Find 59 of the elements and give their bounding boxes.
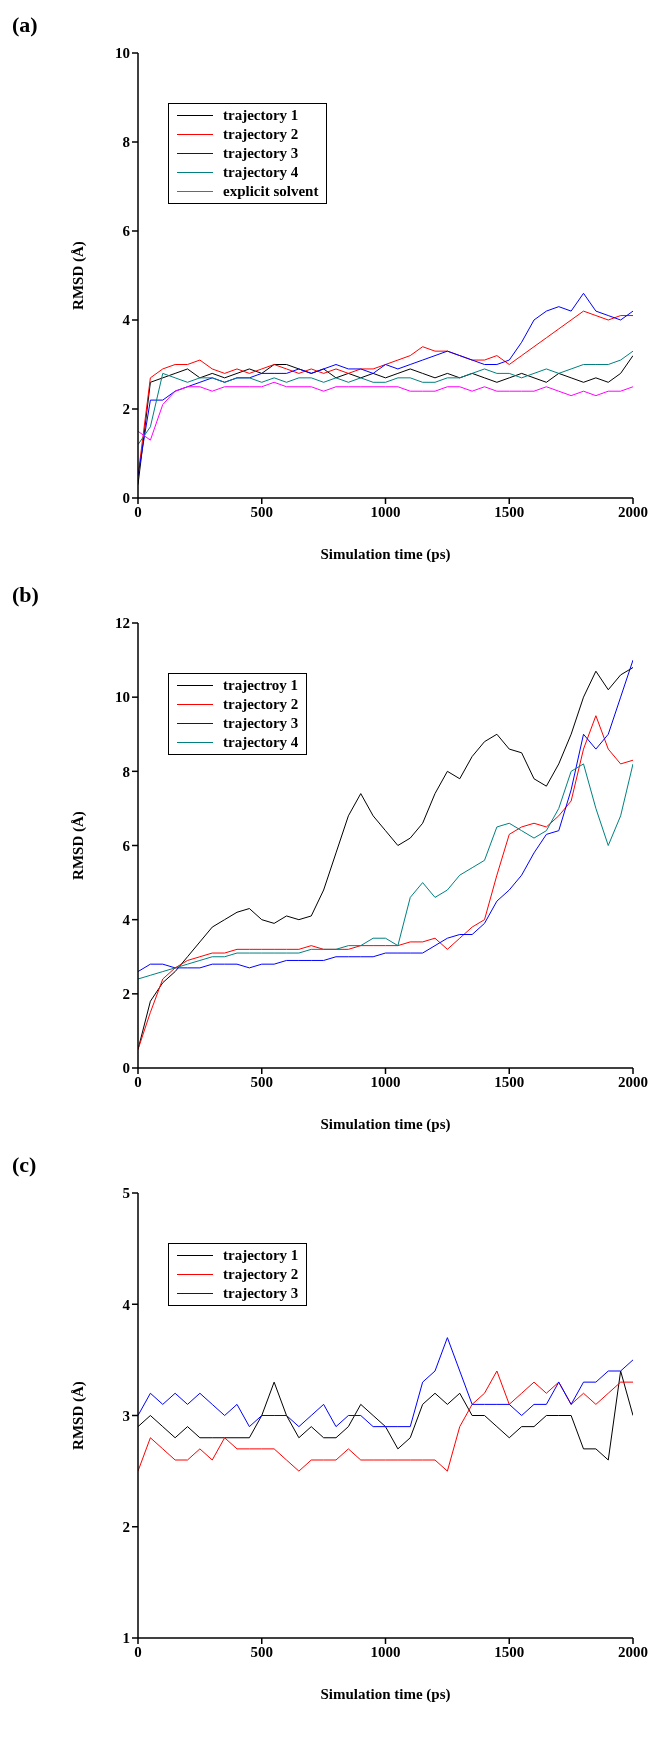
chart-title: (a) (12, 12, 38, 37)
line-series (138, 381, 633, 441)
y-tick-label: 2 (122, 1519, 130, 1536)
x-axis-title: Simulation time (ps) (320, 1115, 451, 1133)
x-axis-title: Simulation time (ps) (320, 545, 451, 563)
y-tick-label: 4 (122, 911, 131, 928)
x-tick-label: 2000 (618, 1643, 648, 1660)
y-tick-label: 5 (122, 1185, 130, 1202)
x-tick-label: 0 (134, 1073, 142, 1090)
legend-label: trajectory 4 (223, 733, 299, 752)
legend-label: trajectroy 1 (223, 676, 299, 695)
y-tick-label: 0 (122, 490, 130, 507)
x-tick-label: 1500 (494, 1643, 525, 1660)
x-tick-label: 1500 (494, 1073, 525, 1090)
x-tick-label: 2000 (618, 503, 648, 520)
legend-label: trajectory 3 (223, 144, 299, 163)
y-tick-label: 6 (122, 837, 131, 854)
y-tick-label: 0 (122, 1060, 130, 1077)
x-tick-label: 500 (250, 1643, 273, 1660)
legend-label: trajectory 1 (223, 106, 299, 125)
legend-label: trajectory 2 (223, 125, 299, 144)
y-axis-title: RMSD (Å) (70, 241, 88, 310)
y-tick-label: 2 (122, 401, 130, 418)
y-tick-label: 3 (122, 1407, 130, 1424)
y-tick-label: 12 (115, 615, 130, 632)
y-tick-label: 2 (122, 986, 130, 1003)
y-tick-label: 8 (122, 763, 130, 780)
y-axis-title: RMSD (Å) (70, 811, 88, 880)
line-series (138, 659, 633, 973)
legend-label: trajectory 3 (223, 1284, 299, 1303)
x-axis-title: Simulation time (ps) (320, 1685, 451, 1703)
y-tick-label: 10 (115, 689, 130, 706)
x-tick-label: 0 (134, 1643, 142, 1660)
legend-label: trajectory 3 (223, 714, 299, 733)
line-series (138, 763, 633, 980)
x-tick-label: 500 (250, 1073, 273, 1090)
legend-label: trajectory 1 (223, 1246, 299, 1265)
legend-label: trajectory 4 (223, 163, 299, 182)
x-tick-label: 0 (134, 503, 142, 520)
y-axis-title: RMSD (Å) (70, 1381, 88, 1450)
y-tick-label: 4 (122, 312, 131, 329)
x-tick-label: 1000 (370, 503, 401, 520)
x-tick-label: 500 (250, 503, 273, 520)
chart-title: (c) (12, 1152, 37, 1177)
x-tick-label: 1000 (370, 1643, 401, 1660)
y-tick-label: 10 (115, 45, 130, 62)
x-tick-label: 1500 (494, 503, 525, 520)
y-tick-label: 4 (122, 1296, 131, 1313)
y-tick-label: 1 (122, 1630, 130, 1647)
chart-title: (b) (12, 582, 39, 607)
line-series (138, 1337, 633, 1428)
legend-label: trajectory 2 (223, 1265, 299, 1284)
y-tick-label: 8 (122, 134, 130, 151)
x-tick-label: 2000 (618, 1073, 648, 1090)
x-tick-label: 1000 (370, 1073, 401, 1090)
line-series (138, 350, 633, 446)
legend-label: explicit solvent (223, 182, 319, 201)
legend-label: trajectory 2 (223, 695, 299, 714)
y-tick-label: 6 (122, 223, 131, 240)
